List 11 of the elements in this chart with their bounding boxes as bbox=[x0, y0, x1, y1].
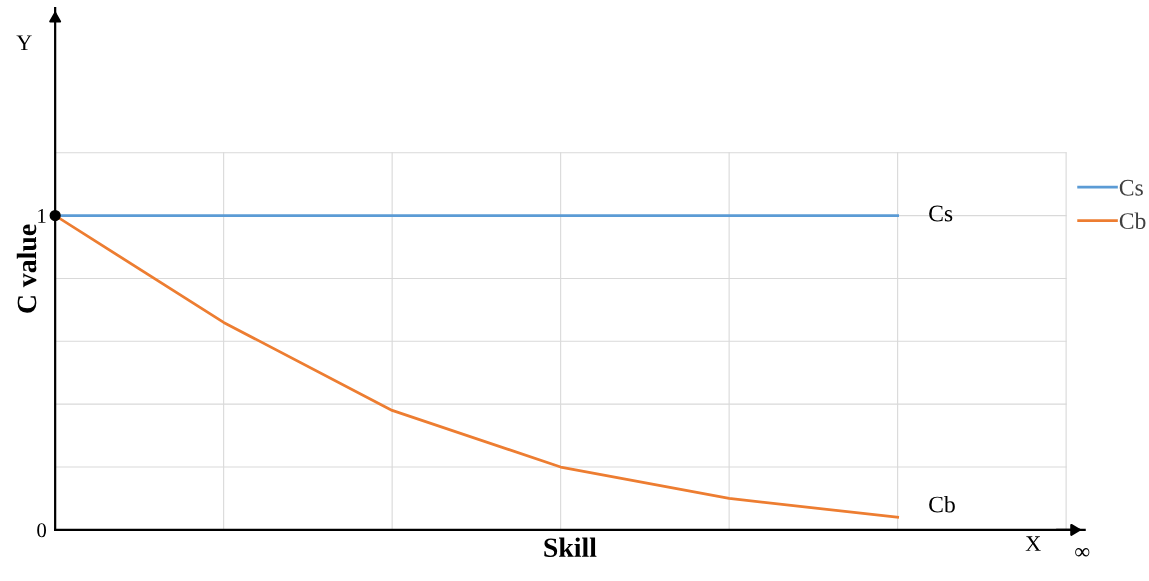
legend-label: Cs bbox=[1119, 179, 1143, 196]
text: Cb bbox=[929, 495, 955, 513]
text: X bbox=[1025, 536, 1041, 551]
y-tick-label: 0 bbox=[37, 523, 47, 538]
legend-label: Cb bbox=[1119, 212, 1146, 230]
text: Y bbox=[16, 35, 32, 50]
y-axis-title: C value bbox=[16, 224, 37, 313]
text: ∞ bbox=[1075, 548, 1090, 557]
y-tick-label: 1 bbox=[38, 209, 46, 223]
x-axis-title: Skill bbox=[544, 537, 597, 558]
text: Cs bbox=[929, 205, 953, 222]
